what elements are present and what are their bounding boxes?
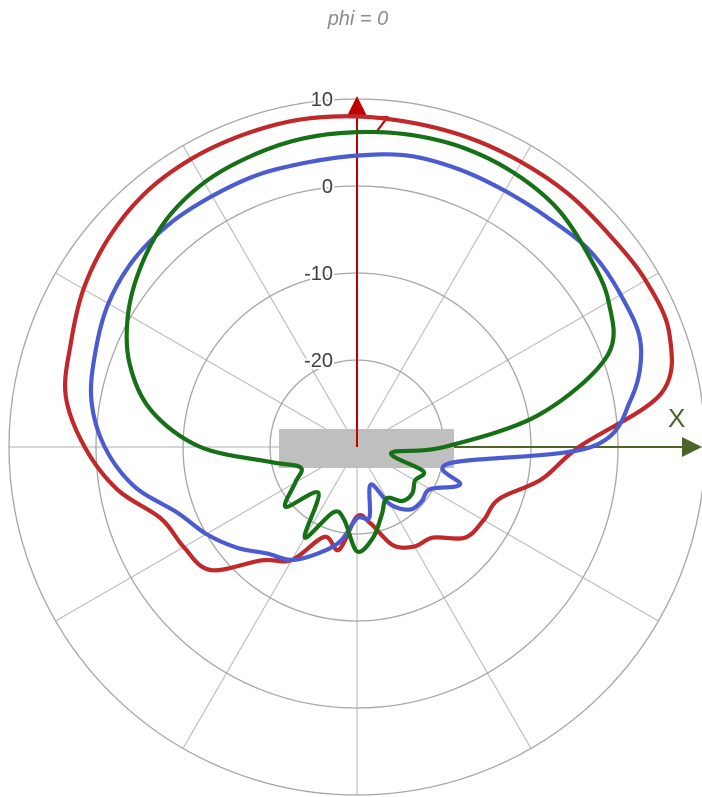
r-tick-label--20: -20	[304, 350, 333, 372]
x-axis-label: X	[668, 403, 685, 433]
radial-tick-labels: 10 0 -10 -20	[302, 87, 335, 374]
series-2-line	[88, 152, 644, 563]
r-tick-label-10: 10	[311, 89, 333, 111]
r-tick-label--10: -10	[304, 263, 333, 285]
series-3-line	[124, 129, 616, 554]
z-axis-label: Z	[374, 110, 390, 140]
r-tick-label-0: 0	[322, 176, 333, 198]
chart-title: phi = 0	[327, 8, 389, 30]
series-group	[63, 114, 675, 573]
series-1-line	[63, 114, 675, 573]
